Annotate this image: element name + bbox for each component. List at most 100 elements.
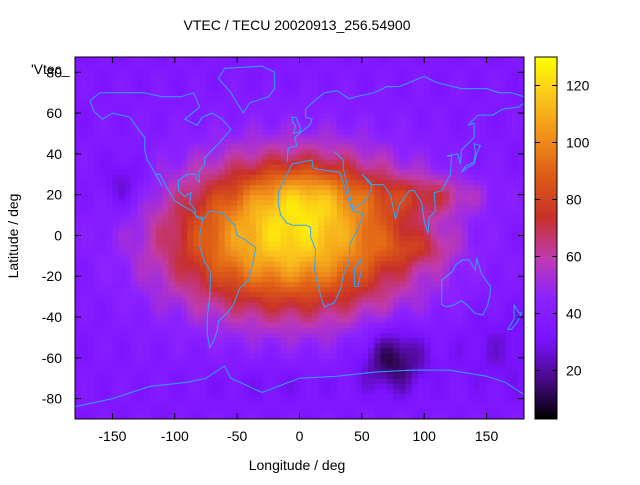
heatmap-cell [430,240,438,247]
heatmap-cell [305,337,313,344]
heatmap-cell [99,72,107,78]
heatmap-cell [330,393,338,400]
heatmap-cell [399,245,407,252]
heatmap-cell [374,271,382,277]
heatmap-cell [131,255,138,262]
heatmap-cell [224,408,232,415]
heatmap-cell [430,373,438,379]
heatmap-cell [455,143,463,150]
heatmap-cell [156,133,163,140]
heatmap-cell [343,378,350,384]
heatmap-cell [311,67,319,73]
heatmap-cell [405,276,413,282]
heatmap-cell [411,245,419,252]
heatmap-cell [237,153,244,160]
heatmap-cell [311,138,319,145]
heatmap-cell [424,143,432,150]
heatmap-cell [505,153,513,160]
heatmap-cell [405,255,413,262]
heatmap-cell [268,87,276,94]
heatmap-cell [393,317,400,323]
heatmap-cell [81,276,89,282]
heatmap-cell [311,230,319,237]
heatmap-cell [81,230,89,237]
heatmap-cell [187,113,195,119]
heatmap-cell [149,153,157,160]
heatmap-cell [411,352,419,359]
heatmap-cell [492,164,500,170]
heatmap-cell [224,378,232,384]
heatmap-cell [380,296,388,303]
heatmap-cell [386,255,394,262]
heatmap-cell [274,357,282,364]
heatmap-cell [243,220,251,226]
heatmap-cell [299,72,307,78]
heatmap-cell [156,123,163,129]
heatmap-cell [168,118,176,124]
heatmap-cell [137,322,145,328]
heatmap-cell [442,230,450,237]
heatmap-cell [399,342,407,349]
heatmap-cell [168,317,176,323]
heatmap-cell [168,225,176,231]
heatmap-cell [218,337,226,344]
heatmap-cell [455,148,463,155]
heatmap-cell [280,327,288,333]
heatmap-cell [374,301,382,308]
heatmap-cell [193,77,201,84]
heatmap-cell [386,123,394,129]
heatmap-cell [411,266,419,272]
heatmap-cell [311,57,319,63]
heatmap-cell [318,301,326,308]
heatmap-cell [474,311,481,318]
heatmap-cell [205,408,213,415]
heatmap-cell [174,332,182,339]
heatmap-cell [99,383,107,390]
heatmap-cell [467,276,475,282]
heatmap-cell [424,296,432,303]
heatmap-cell [205,271,213,277]
heatmap-cell [374,250,382,257]
heatmap-cell [162,408,170,415]
heatmap-cell [311,92,319,99]
heatmap-cell [449,240,457,247]
heatmap-cell [262,128,269,135]
heatmap-cell [237,383,244,390]
heatmap-cell [75,158,82,165]
heatmap-cell [162,164,170,170]
heatmap-cell [368,362,375,369]
heatmap-cell [99,77,107,84]
heatmap-cell [262,179,269,186]
heatmap-cell [75,322,82,328]
heatmap-cell [162,148,170,155]
heatmap-cell [474,118,481,124]
heatmap-cell [87,67,95,73]
heatmap-cell [380,87,388,94]
heatmap-cell [255,342,263,349]
heatmap-cell [486,220,494,226]
heatmap-cell [393,281,400,288]
heatmap-cell [181,164,188,170]
heatmap-cell [287,82,294,89]
heatmap-cell [486,337,494,344]
heatmap-cell [293,209,301,216]
heatmap-cell [492,133,500,140]
heatmap-cell [349,220,357,226]
heatmap-cell [305,174,313,180]
heatmap-cell [224,306,232,313]
heatmap-cell [218,169,226,175]
heatmap-cell [205,388,213,395]
heatmap-cell [81,102,89,109]
heatmap-cell [181,57,188,63]
heatmap-cell [156,113,163,119]
heatmap-cell [143,128,151,135]
heatmap-cell [249,62,257,68]
heatmap-cell [499,82,506,89]
heatmap-cell [99,215,107,221]
heatmap-cell [305,250,313,257]
heatmap-cell [343,87,350,94]
heatmap-cell [442,153,450,160]
heatmap-cell [455,107,463,114]
heatmap-cell [218,352,226,359]
